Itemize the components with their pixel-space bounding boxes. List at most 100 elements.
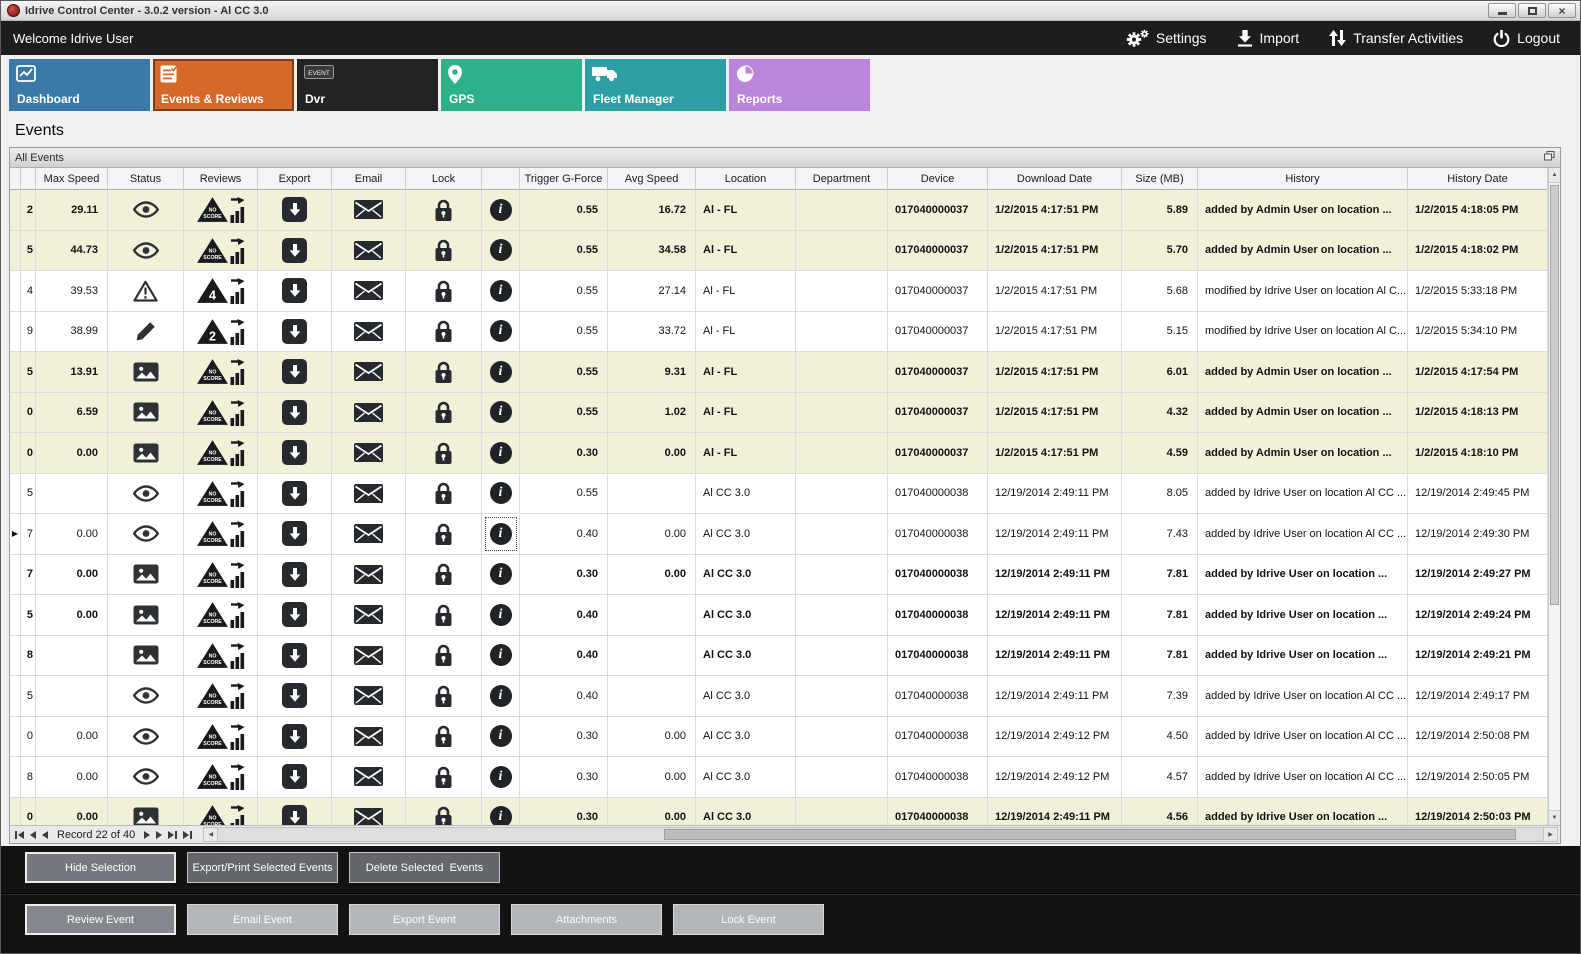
cell-email[interactable] — [332, 433, 406, 473]
cell-export[interactable] — [258, 797, 332, 825]
table-row[interactable]: 8 NO SCORE i 0.40 Al CC 3.0 017040000038 12/19/… — [10, 635, 1548, 676]
cell-status[interactable] — [108, 473, 184, 513]
table-row[interactable]: 9 38.99 2 i 0.55 33.72 Al - FL 017040000037 1/2/… — [10, 311, 1548, 352]
cell-export[interactable] — [258, 635, 332, 675]
cell-info[interactable]: i — [482, 190, 520, 230]
cell-email[interactable] — [332, 716, 406, 756]
table-row[interactable]: 5 13.91 NO SCORE i 0.55 9.31 Al - FL 01704000003… — [10, 352, 1548, 393]
cell-info[interactable]: i — [482, 473, 520, 513]
column-header-lock[interactable]: Lock — [406, 168, 482, 190]
cell-info[interactable]: i — [482, 716, 520, 756]
cell-reviews[interactable]: NO SCORE — [184, 433, 258, 473]
cell-email[interactable] — [332, 514, 406, 554]
hide-selection-button[interactable]: Hide Selection — [25, 852, 176, 883]
cell-lock[interactable] — [406, 757, 482, 797]
export-print-selected-events-button[interactable]: Export/Print Selected Events — [187, 852, 338, 883]
last-page-button[interactable] — [180, 828, 195, 842]
cell-email[interactable] — [332, 271, 406, 311]
cell-status[interactable] — [108, 514, 184, 554]
cell-status[interactable] — [108, 676, 184, 716]
table-row[interactable]: 5 NO SCORE i 0.40 Al CC 3.0 017040000038 12/19/… — [10, 676, 1548, 717]
cell-reviews[interactable]: NO SCORE — [184, 352, 258, 392]
cell-info[interactable]: i — [482, 230, 520, 270]
email-event-button[interactable]: Email Event — [187, 904, 338, 935]
settings-button[interactable]: Settings — [1125, 29, 1207, 48]
column-header-history[interactable]: History — [1198, 168, 1408, 190]
table-row[interactable]: 0 6.59 NO SCORE i 0.55 1.02 Al - FL 017040000037… — [10, 392, 1548, 433]
cell-reviews[interactable]: NO SCORE — [184, 514, 258, 554]
cell-lock[interactable] — [406, 311, 482, 351]
cell-info[interactable]: i — [482, 635, 520, 675]
horizontal-scrollbar[interactable]: ◀ ▶ — [203, 827, 1558, 842]
cell-lock[interactable] — [406, 271, 482, 311]
cell-export[interactable] — [258, 230, 332, 270]
cell-info[interactable]: i — [482, 595, 520, 635]
tab-dashboard[interactable]: Dashboard — [9, 59, 150, 111]
cell-reviews[interactable]: NO SCORE — [184, 230, 258, 270]
cell-export[interactable] — [258, 392, 332, 432]
cell-reviews[interactable]: NO SCORE — [184, 595, 258, 635]
table-row[interactable]: 0 0.00 NO SCORE i 0.30 0.00 Al CC 3.0 0170400000… — [10, 797, 1548, 825]
table-row[interactable]: 5 0.00 NO SCORE i 0.40 Al CC 3.0 017040000038 12… — [10, 595, 1548, 636]
cell-info[interactable]: i — [482, 271, 520, 311]
cell-lock[interactable] — [406, 716, 482, 756]
vertical-scrollbar-thumb[interactable] — [1550, 185, 1559, 605]
cell-export[interactable] — [258, 676, 332, 716]
cell-lock[interactable] — [406, 676, 482, 716]
delete-selected-events-button[interactable]: Delete Selected Events — [349, 852, 500, 883]
cell-email[interactable] — [332, 635, 406, 675]
cell-status[interactable] — [108, 271, 184, 311]
logout-button[interactable]: Logout — [1493, 29, 1560, 47]
column-header-email[interactable]: Email — [332, 168, 406, 190]
tab-gps[interactable]: GPS — [441, 59, 582, 111]
cell-export[interactable] — [258, 716, 332, 756]
cell-email[interactable] — [332, 595, 406, 635]
tab-events-reviews[interactable]: Events & Reviews — [153, 59, 294, 111]
scroll-down-icon[interactable]: ▼ — [1549, 810, 1560, 825]
cell-lock[interactable] — [406, 797, 482, 825]
column-header-history-date[interactable]: History Date — [1408, 168, 1548, 190]
cell-status[interactable] — [108, 757, 184, 797]
last-record-button[interactable] — [165, 828, 180, 842]
column-header-download-date[interactable]: Download Date — [988, 168, 1122, 190]
cell-status[interactable] — [108, 433, 184, 473]
column-header-export[interactable]: Export — [258, 168, 332, 190]
vertical-scrollbar[interactable]: ▲ ▼ — [1548, 168, 1560, 825]
cell-info[interactable]: i — [482, 392, 520, 432]
cell-info[interactable]: i — [482, 433, 520, 473]
scroll-left-icon[interactable]: ◀ — [204, 828, 219, 841]
cell-lock[interactable] — [406, 230, 482, 270]
cell-email[interactable] — [332, 230, 406, 270]
column-header-info[interactable] — [482, 168, 520, 190]
cell-status[interactable] — [108, 190, 184, 230]
cell-reviews[interactable]: NO SCORE — [184, 716, 258, 756]
close-button[interactable]: × — [1548, 3, 1576, 18]
first-record-button[interactable] — [12, 828, 27, 842]
cell-info[interactable]: i — [482, 352, 520, 392]
column-header-location[interactable]: Location — [696, 168, 796, 190]
tab-reports[interactable]: Reports — [729, 59, 870, 111]
cell-reviews[interactable]: NO SCORE — [184, 473, 258, 513]
cell-export[interactable] — [258, 433, 332, 473]
scroll-right-icon[interactable]: ▶ — [1543, 828, 1557, 841]
column-header-department[interactable]: Department — [796, 168, 888, 190]
attachments-button[interactable]: Attachments — [511, 904, 662, 935]
cell-export[interactable] — [258, 271, 332, 311]
cell-email[interactable] — [332, 757, 406, 797]
cell-email[interactable] — [332, 190, 406, 230]
table-row[interactable]: 0 0.00 NO SCORE i 0.30 0.00 Al - FL 017040000037… — [10, 433, 1548, 474]
cell-status[interactable] — [108, 392, 184, 432]
cell-email[interactable] — [332, 392, 406, 432]
cell-lock[interactable] — [406, 514, 482, 554]
cell-reviews[interactable]: 4 — [184, 271, 258, 311]
column-header-max-speed[interactable]: Max Speed — [36, 168, 108, 190]
column-header-avg-speed[interactable]: Avg Speed — [608, 168, 696, 190]
cell-lock[interactable] — [406, 352, 482, 392]
cell-reviews[interactable]: NO SCORE — [184, 392, 258, 432]
export-event-button[interactable]: Export Event — [349, 904, 500, 935]
cell-reviews[interactable]: NO SCORE — [184, 554, 258, 594]
tab-dvr[interactable]: EVENT Dvr — [297, 59, 438, 111]
import-button[interactable]: Import — [1237, 29, 1299, 47]
cell-email[interactable] — [332, 554, 406, 594]
maximize-button[interactable] — [1518, 3, 1546, 18]
